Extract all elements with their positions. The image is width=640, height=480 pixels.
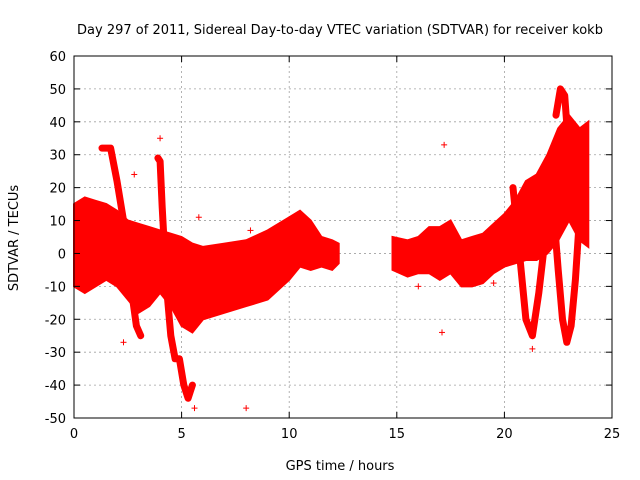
axis-ticks: 0 5 10 15 20 25 -50 -40 -30 -20 -10 0 10 20 30 40 50 60 xyxy=(45,50,621,442)
data-point xyxy=(195,214,202,221)
y-tick-label: 40 xyxy=(49,116,66,131)
y-tick-label: 50 xyxy=(49,83,66,98)
x-tick-label: 5 xyxy=(177,427,185,442)
data-point xyxy=(529,345,536,352)
data-point xyxy=(243,405,250,412)
x-tick-label: 10 xyxy=(281,427,298,442)
data-point xyxy=(120,339,127,346)
data-arc xyxy=(548,184,584,346)
chart-title: Day 297 of 2011, Sidereal Day-to-day VTE… xyxy=(77,23,603,38)
y-tick-label: -40 xyxy=(45,379,66,394)
x-tick-label: 20 xyxy=(496,427,513,442)
data-arc xyxy=(552,85,573,159)
y-tick-label: -20 xyxy=(45,313,66,328)
data-point xyxy=(490,280,497,287)
y-tick-label: 60 xyxy=(49,50,66,65)
y-tick-label: 30 xyxy=(49,149,66,164)
data-arc xyxy=(154,154,196,402)
data-point xyxy=(415,283,422,290)
y-tick-label: -30 xyxy=(45,346,66,361)
data-point xyxy=(191,405,198,412)
y-tick-label: 0 xyxy=(58,247,66,262)
y-axis-label: SDTVAR / TECUs xyxy=(7,185,22,292)
x-tick-label: 15 xyxy=(389,427,406,442)
data-point xyxy=(438,329,445,336)
y-tick-label: 20 xyxy=(49,182,66,197)
data-point xyxy=(157,135,164,142)
data-band xyxy=(391,113,590,288)
data-arc xyxy=(509,184,549,340)
plot-frame xyxy=(73,55,613,419)
data-point xyxy=(131,171,138,178)
data-band xyxy=(73,196,340,334)
y-tick-label: -50 xyxy=(45,412,66,427)
x-axis-label: GPS time / hours xyxy=(286,459,395,474)
x-tick-label: 0 xyxy=(70,427,78,442)
data-point xyxy=(441,141,448,148)
y-tick-label: -10 xyxy=(45,280,66,295)
x-tick-label: 25 xyxy=(604,427,621,442)
data-series xyxy=(73,85,590,412)
y-tick-label: 10 xyxy=(49,215,66,230)
data-arc xyxy=(98,144,145,340)
data-point xyxy=(247,227,254,234)
